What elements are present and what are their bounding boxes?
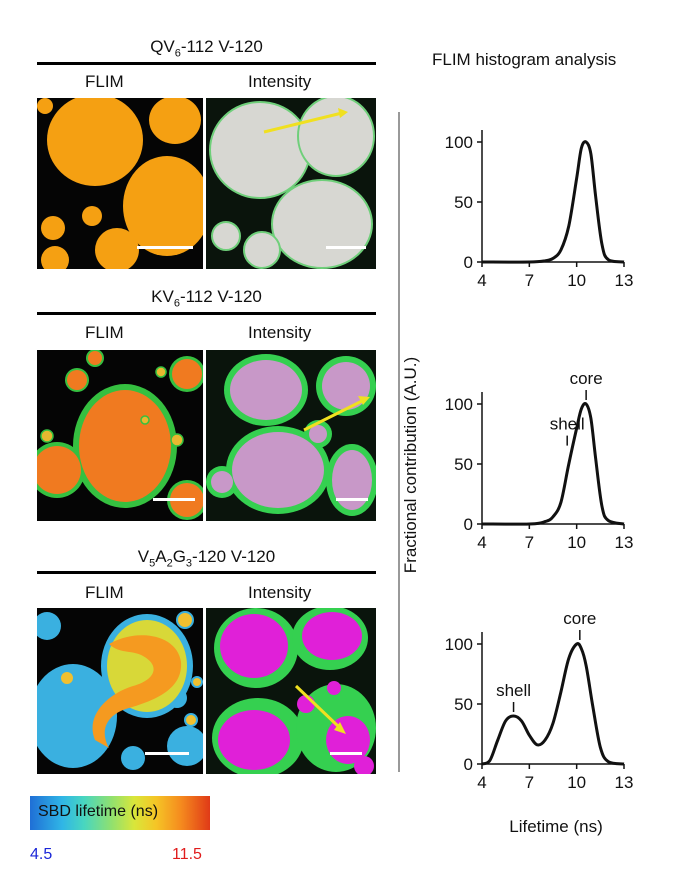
x-tick-label: 13: [615, 533, 634, 552]
peak-label-core: core: [563, 609, 596, 628]
histogram-2: 0 50 100 4 7 10 13 shell core: [445, 369, 634, 552]
row1-title: QV6-112 V-120: [150, 37, 263, 60]
x-tick-label: 13: [615, 271, 634, 290]
x-tick-label: 4: [477, 773, 486, 792]
row2-rule: [37, 312, 376, 315]
histogram-line: [481, 642, 625, 766]
lifetime-colorbar: [30, 796, 210, 830]
row1-intensity-label: Intensity: [248, 72, 312, 91]
histogram-header: FLIM histogram analysis: [432, 50, 617, 69]
x-tick-label: 10: [567, 271, 586, 290]
y-tick-label: 0: [464, 515, 473, 534]
row3-flim-label: FLIM: [85, 583, 124, 602]
colorbar-max: 11.5: [172, 846, 202, 863]
colorbar-min: 4.5: [30, 846, 53, 863]
y-tick-label: 0: [464, 253, 473, 272]
x-tick-label: 10: [567, 773, 586, 792]
peak-label-core: core: [570, 369, 603, 388]
y-tick-label: 0: [464, 755, 473, 774]
peak-label-shell: shell: [550, 415, 585, 434]
y-tick-label: 50: [454, 695, 473, 714]
row3-intensity-image: [206, 608, 376, 774]
row2-intensity-label: Intensity: [248, 323, 312, 342]
histogram-divider: [398, 112, 400, 772]
row1-flim-label: FLIM: [85, 72, 124, 91]
row3-rule: [37, 571, 376, 574]
y-tick-label: 100: [445, 133, 473, 152]
x-tick-label: 7: [525, 271, 534, 290]
colorbar-label: SBD lifetime (ns): [38, 803, 159, 820]
histogram-3: 0 50 100 4 7 10 13 shell core: [445, 609, 634, 792]
y-tick-label: 50: [454, 455, 473, 474]
x-tick-label: 7: [525, 533, 534, 552]
x-axis-label: Lifetime (ns): [509, 817, 603, 836]
row2-title: KV6-112 V-120: [151, 287, 262, 310]
row3-flim-image: [37, 608, 203, 774]
row1-rule: [37, 62, 376, 65]
row2-flim-image: [37, 350, 203, 521]
histogram-line: [481, 402, 625, 526]
row1-flim-image: [37, 98, 203, 269]
y-tick-label: 50: [454, 193, 473, 212]
y-tick-label: 100: [445, 395, 473, 414]
row2-flim-label: FLIM: [85, 323, 124, 342]
histogram-line: [481, 140, 625, 264]
peak-label-shell: shell: [496, 681, 531, 700]
y-axis-label: Fractional contribution (A.U.): [401, 357, 420, 573]
row1-intensity-image: [206, 98, 376, 269]
x-tick-label: 4: [477, 533, 486, 552]
row2-intensity-image: [206, 350, 376, 521]
histogram-1: 0 50 100 4 7 10 13: [445, 130, 634, 290]
y-tick-label: 100: [445, 635, 473, 654]
row3-title: V5A2G3-120 V-120: [137, 547, 276, 570]
x-tick-label: 10: [567, 533, 586, 552]
row3-intensity-label: Intensity: [248, 583, 312, 602]
x-tick-label: 4: [477, 271, 486, 290]
x-tick-label: 13: [615, 773, 634, 792]
x-tick-label: 7: [525, 773, 534, 792]
histogram-charts: Fractional contribution (A.U.) Lifetime …: [401, 130, 634, 836]
